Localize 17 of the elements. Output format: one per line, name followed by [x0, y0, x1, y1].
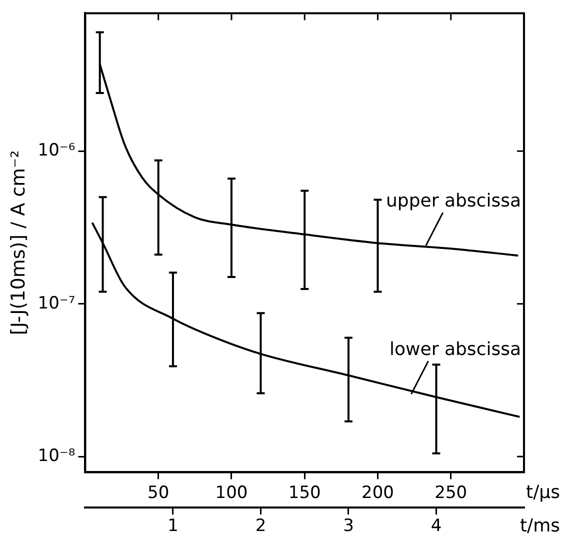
y-tick-label: 10⁻⁶ [38, 140, 76, 161]
x-tick-label: 250 [434, 482, 468, 503]
series-label: lower abscissa [390, 339, 521, 360]
y-tick-label: 10⁻⁷ [38, 293, 76, 314]
x-axis-title: t/µs [526, 482, 560, 503]
x2-tick-label: 1 [168, 516, 178, 536]
x-tick-label: 100 [215, 482, 248, 503]
x2-tick-label: 4 [430, 516, 442, 536]
y-tick-label: 10⁻⁸ [38, 446, 76, 466]
y-axis-title: [J-J(10ms)] / A cm⁻² [7, 150, 30, 336]
x2-tick-label: 3 [343, 516, 354, 536]
x2-tick-label: 2 [255, 516, 266, 536]
x-tick-label: 50 [148, 482, 170, 503]
x2-axis-title: t/ms [520, 515, 560, 536]
x-tick-label: 200 [362, 482, 394, 503]
series-label: upper abscissa [386, 190, 521, 212]
x-tick-label: 150 [288, 482, 321, 503]
